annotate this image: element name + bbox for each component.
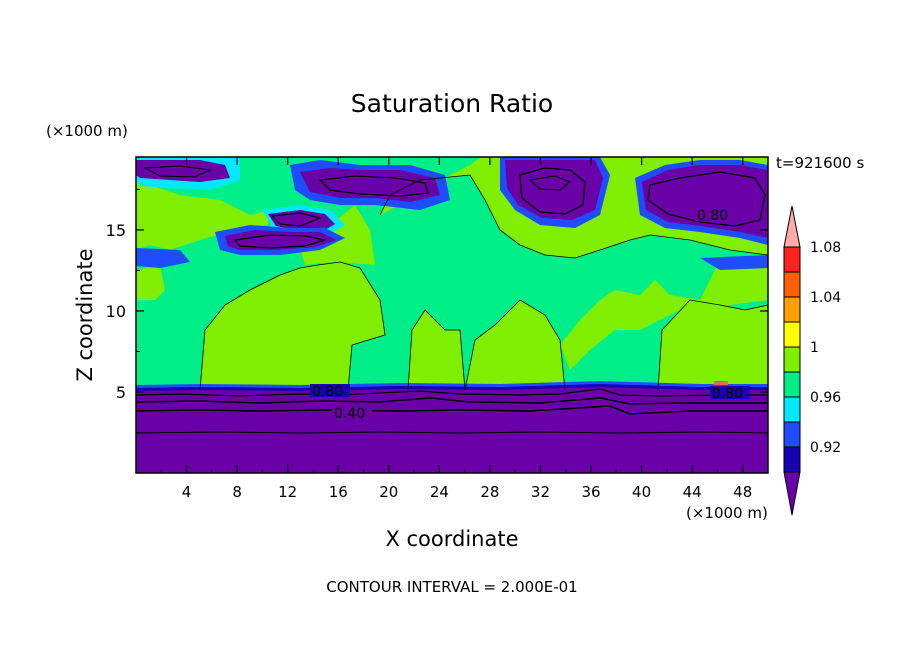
colorbar-swatch: [783, 271, 801, 298]
colorbar-swatch: [783, 321, 801, 348]
colorbar-swatch: [783, 371, 801, 398]
chart-title: Saturation Ratio: [351, 89, 553, 118]
colorbar-label: 0.92: [810, 440, 841, 456]
colorbar-swatch: [783, 396, 801, 423]
colorbar: 0.92 0.96 1 1.04 1.08: [783, 205, 841, 516]
x-tick-label: 8: [232, 483, 242, 501]
field-region-green-d: [465, 300, 565, 390]
colorbar-swatch: [783, 296, 801, 323]
contour-interval-footer: CONTOUR INTERVAL = 2.000E-01: [326, 578, 577, 596]
colorbar-label: 1.04: [810, 290, 841, 306]
y-unit-label: (×1000 m): [46, 122, 128, 140]
colorbar-swatch: [783, 246, 801, 273]
x-tick-label: 32: [531, 483, 550, 501]
colorbar-swatch: [783, 346, 801, 373]
y-tick-label: 10: [106, 302, 126, 321]
y-tick-label: 5: [116, 383, 126, 402]
field-region-blue-7: [136, 248, 190, 268]
x-tick-label: 4: [182, 483, 192, 501]
colorbar-under-triangle: [783, 471, 801, 516]
plot-area: [136, 157, 768, 473]
y-axis-ticks: 5 10 15: [106, 188, 768, 433]
contour-lines: [136, 165, 768, 434]
x-axis-ticks: 4 8 12 16 20 24 28 32 36 40 44 48: [160, 157, 752, 501]
colorbar-swatch: [783, 446, 801, 473]
plot-frame: [135, 156, 769, 474]
x-tick-label: 40: [632, 483, 651, 501]
field-spot-red: [714, 381, 728, 385]
colorbar-over-triangle: [783, 205, 801, 248]
x-tick-label: 36: [581, 483, 600, 501]
field-region-purple-2: [300, 168, 440, 202]
field-region-green-g: [658, 300, 768, 390]
x-axis-label: X coordinate: [385, 527, 518, 551]
x-tick-label: 44: [683, 483, 702, 501]
field-region-green-a: [200, 262, 385, 390]
field-region-purple-1: [136, 160, 230, 182]
contour-label: 0.80: [697, 208, 728, 224]
field-region-purple-low: [136, 387, 768, 473]
field-region-green-i: [136, 265, 165, 300]
colorbar-swatch: [783, 421, 801, 448]
y-tick-label: 15: [106, 221, 126, 240]
x-tick-label: 12: [278, 483, 297, 501]
x-tick-label: 20: [379, 483, 398, 501]
field-region-purple-6: [642, 165, 768, 238]
x-tick-label: 48: [733, 483, 752, 501]
x-unit-label: (×1000 m): [686, 504, 768, 522]
contour-label: 0.40: [334, 406, 365, 422]
colorbar-label: 1: [810, 340, 819, 356]
contour-label: 0.80: [712, 386, 743, 402]
colorbar-label: 0.96: [810, 390, 841, 406]
field-region-green-h: [136, 180, 270, 250]
contour-label: 0.80: [312, 384, 343, 400]
field-region-green-f: [560, 260, 768, 370]
x-tick-label: 28: [480, 483, 499, 501]
x-tick-label: 16: [329, 483, 348, 501]
time-label: t=921600 s: [776, 154, 864, 172]
y-axis-label: Z coordinate: [73, 248, 97, 381]
x-tick-label: 24: [430, 483, 449, 501]
colorbar-label: 1.08: [810, 240, 841, 256]
field-region-blue-8: [700, 255, 768, 270]
